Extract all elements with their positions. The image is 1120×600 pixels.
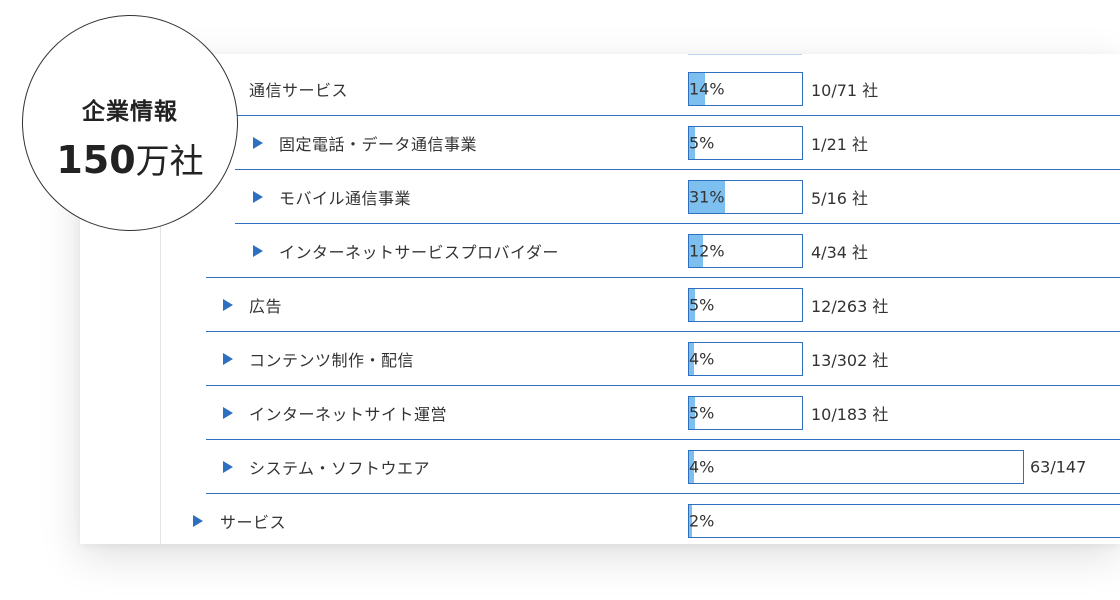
percentage-value: 4% <box>689 457 715 477</box>
percentage-value: 12% <box>689 241 725 261</box>
table-row[interactable]: インターネットサービスプロバイダー 12% 4/34 社 <box>80 224 1120 278</box>
company-info-badge: 企業情報 150万社 <box>22 15 238 231</box>
percentage-bar: 31% <box>688 180 803 214</box>
row-label: モバイル通信事業 <box>279 189 412 208</box>
percentage-bar: 5% <box>688 288 803 322</box>
percentage-bar: 4% <box>688 342 803 376</box>
triangle-right-icon[interactable] <box>253 137 263 149</box>
table-row[interactable]: モバイル通信事業 31% 5/16 社 <box>80 170 1120 224</box>
row-label: コンテンツ制作・配信 <box>249 351 415 370</box>
row-divider <box>206 331 1120 332</box>
company-count: 10/71 社 <box>811 81 879 100</box>
table-row[interactable]: サービス 2% <box>80 494 1120 544</box>
row-divider <box>206 385 1120 386</box>
percentage-bar: 5% <box>688 126 803 160</box>
row-divider <box>206 115 1120 116</box>
row-label: インターネットサービスプロバイダー <box>279 243 559 262</box>
row-label: 広告 <box>249 297 283 316</box>
badge-title: 企業情報 <box>82 99 178 125</box>
percentage-bar: 5% <box>688 396 803 430</box>
triangle-right-icon[interactable] <box>253 245 263 257</box>
percentage-bar-fill <box>689 397 695 429</box>
company-count: 5/16 社 <box>811 189 869 208</box>
percentage-bar: 2% <box>688 504 1120 538</box>
company-count: 63/147 <box>1030 457 1087 477</box>
row-divider <box>235 169 1120 170</box>
badge-count: 150万社 <box>23 134 237 183</box>
table-row[interactable]: コンテンツ制作・配信 4% 13/302 社 <box>80 332 1120 386</box>
percentage-value: 5% <box>689 403 715 423</box>
percentage-bar: 12% <box>688 234 803 268</box>
table-row[interactable]: 固定電話・データ通信事業 5% 1/21 社 <box>80 116 1120 170</box>
row-label: サービス <box>220 513 287 532</box>
bar-edge-top <box>688 54 802 55</box>
table-row[interactable]: 通信サービス 14% 10/71 社 <box>80 62 1120 116</box>
percentage-bar-fill <box>689 289 695 321</box>
triangle-right-icon[interactable] <box>223 461 233 473</box>
percentage-bar-fill <box>689 451 694 483</box>
company-count: 13/302 社 <box>811 351 889 370</box>
percentage-value: 14% <box>689 79 725 99</box>
percentage-bar: 4% <box>688 450 1024 484</box>
company-count: 4/34 社 <box>811 243 869 262</box>
tree-indent-line <box>160 54 161 544</box>
table-row[interactable]: システム・ソフトウエア 4% 63/147 <box>80 440 1120 494</box>
company-count: 10/183 社 <box>811 405 889 424</box>
table-row[interactable]: 広告 5% 12/263 社 <box>80 278 1120 332</box>
percentage-value: 5% <box>689 295 715 315</box>
row-divider <box>206 493 1120 494</box>
row-divider <box>235 223 1120 224</box>
row-divider <box>206 439 1120 440</box>
industry-table-card: 通信サービス 14% 10/71 社 固定電話・データ通信事業 5% 1/21 … <box>80 54 1120 544</box>
percentage-bar-fill <box>689 505 692 537</box>
percentage-value: 4% <box>689 349 715 369</box>
triangle-right-icon[interactable] <box>223 353 233 365</box>
percentage-bar-fill <box>689 235 703 267</box>
row-divider <box>206 277 1120 278</box>
row-label: インターネットサイト運営 <box>249 405 448 424</box>
percentage-value: 5% <box>689 133 715 153</box>
badge-number: 150 <box>56 138 136 182</box>
triangle-right-icon[interactable] <box>253 191 263 203</box>
triangle-right-icon[interactable] <box>223 407 233 419</box>
triangle-right-icon[interactable] <box>223 299 233 311</box>
percentage-bar-fill <box>689 73 705 105</box>
percentage-value: 31% <box>689 187 725 207</box>
percentage-bar: 14% <box>688 72 803 106</box>
triangle-right-icon[interactable] <box>193 515 203 527</box>
row-label: システム・ソフトウエア <box>249 459 431 478</box>
table-row[interactable]: インターネットサイト運営 5% 10/183 社 <box>80 386 1120 440</box>
percentage-value: 2% <box>689 511 715 531</box>
row-label: 固定電話・データ通信事業 <box>279 135 478 154</box>
company-count: 1/21 社 <box>811 135 869 154</box>
company-count: 12/263 社 <box>811 297 889 316</box>
percentage-bar-fill <box>689 127 695 159</box>
badge-unit: 万社 <box>135 142 204 182</box>
percentage-bar-fill <box>689 343 694 375</box>
row-label: 通信サービス <box>249 81 349 100</box>
percentage-bar-fill <box>689 181 725 213</box>
